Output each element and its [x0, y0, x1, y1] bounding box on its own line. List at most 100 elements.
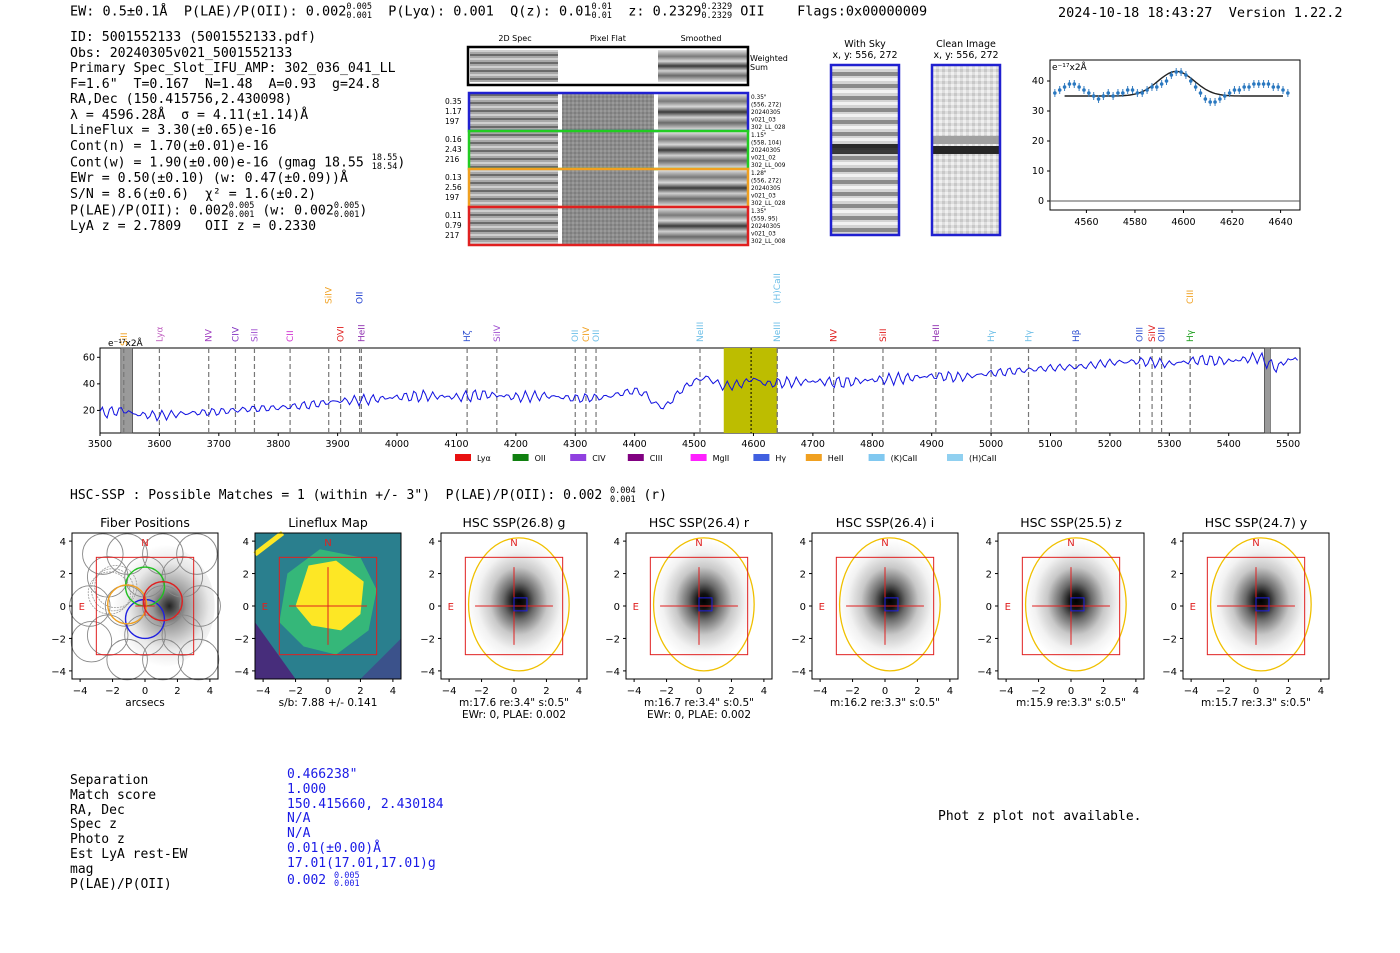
zoom-point	[1247, 85, 1251, 89]
cutout-note: 302_LL_009	[751, 163, 786, 169]
cutout-note: 20240305	[751, 148, 781, 154]
zoom-ytick-label: 0	[1038, 196, 1044, 207]
spectrum-line-label: CIII	[1186, 290, 1196, 304]
north-label: N	[324, 538, 331, 549]
header-timestamp: 2024-10-18 18:43:27 Version 1.22.2	[1058, 5, 1343, 21]
weighted-label: Weighted	[750, 54, 788, 63]
info-lyaz: LyA z = 2.7809 OII z = 0.2330	[70, 219, 317, 234]
cutout-note: 1.35"	[751, 209, 767, 215]
aperture-ellipse	[1024, 537, 1127, 672]
zoom-axes	[1049, 59, 1301, 211]
spectrum-xtick-label: 5400	[1217, 439, 1241, 450]
spectrum-line-label: Hζ	[463, 330, 473, 342]
legend-label: OII	[535, 454, 546, 463]
legend-label: Hγ	[775, 454, 786, 463]
hsc-xtick-label: 0	[511, 686, 517, 697]
cutout-note: 1.15"	[751, 133, 767, 139]
weighted-smooth-cutout	[658, 50, 748, 82]
header-summary: EW: 0.5±0.1Å P(LAE)/P(OII): 0.0020.005 0.…	[70, 2, 928, 21]
zoom-point	[1271, 85, 1276, 89]
hsc-xtick-label: −4	[999, 686, 1014, 697]
zoom-point	[1082, 88, 1086, 92]
match-marker	[1070, 597, 1085, 612]
match-label: Est LyA rest-EW	[70, 846, 188, 862]
zoom-point	[1174, 70, 1179, 74]
zoom-point	[1062, 85, 1067, 89]
hsc-xtick-label: 2	[1100, 686, 1106, 697]
zoom-fit-curve	[1064, 70, 1283, 97]
zoom-ytick-label: 40	[1032, 76, 1044, 87]
hsc-panel-caption: arcsecs	[125, 697, 164, 709]
hsc-panel-title: HSC SSP(24.7) y	[1205, 515, 1308, 530]
cutout-note: 302_LL_008	[751, 239, 786, 245]
search-box	[464, 556, 564, 656]
spectrum-xtick-label: 3500	[88, 439, 112, 450]
hsc-xtick-label: 2	[728, 686, 734, 697]
detection-info: ID: 5001552133 (5001552133.pdf) Obs: 2024…	[70, 30, 405, 235]
zoom-point	[1227, 91, 1232, 95]
match-marker	[884, 597, 899, 612]
spectrum-line-label: OII	[571, 330, 581, 342]
line-id: OII	[740, 3, 765, 20]
fiber-circle	[142, 533, 184, 575]
hsc-ytick-label: 0	[986, 602, 992, 613]
hsc-ytick-label: 2	[60, 570, 66, 581]
hsc-ytick-label: −4	[605, 667, 620, 678]
hsc-xtick-label: 4	[576, 686, 582, 697]
galaxy-image	[1023, 539, 1128, 663]
spectrum-line-label: OVI	[337, 326, 347, 342]
zoom-point	[1179, 70, 1183, 74]
hsc-xtick-label: 0	[142, 686, 148, 697]
spectrum-line-label: HeII	[932, 324, 942, 342]
spectrum-line-label: OII	[592, 330, 602, 342]
match-label: mag	[70, 861, 94, 877]
zoom-point	[1101, 94, 1106, 98]
match-label: Spec z	[70, 817, 117, 833]
spectrum-line-label: NV	[830, 328, 840, 342]
zoom-point	[1130, 88, 1135, 92]
legend-label: Lyα	[477, 454, 491, 463]
hsc-ytick-label: −2	[791, 634, 806, 645]
aperture-ellipse	[838, 537, 941, 672]
zoom-xtick-label: 4580	[1123, 217, 1147, 228]
east-label: E	[1190, 602, 1196, 613]
match-marker	[698, 597, 713, 612]
search-box	[1021, 556, 1121, 656]
galaxy-image	[1208, 539, 1313, 663]
spectrum-ylabel: e⁻¹⁷x2Å	[108, 337, 144, 349]
cutout-note: (556, 272)	[751, 103, 781, 109]
fiber-circle	[142, 638, 184, 681]
hsc-ytick-label: 4	[800, 537, 806, 548]
col-flat-label: Pixel Flat	[590, 34, 626, 43]
zoom-point	[1266, 82, 1271, 86]
legend-swatch	[570, 454, 587, 461]
hsc-ytick-label: −4	[791, 667, 806, 678]
hsc-ytick-label: 4	[429, 537, 435, 548]
north-label: N	[881, 538, 888, 549]
zoom-point	[1286, 91, 1290, 95]
spectrum-xtick-label: 3800	[266, 439, 290, 450]
with-sky-xy: x, y: 556, 272	[832, 50, 897, 61]
match-values: 0.466238" 1.000 150.415660, 2.430184 N/A N/A…	[287, 767, 444, 889]
spectrum-line-label: OII	[356, 292, 366, 304]
fiber-circle	[106, 638, 148, 681]
cutout-stat: 217	[445, 231, 460, 240]
spectrum-xtick-label: 4200	[504, 439, 528, 450]
spectrum-line-label: OIII	[1136, 327, 1146, 342]
cutout-flat	[562, 170, 654, 206]
hsc-xtick-label: −2	[288, 686, 303, 697]
galaxy-image	[101, 544, 215, 668]
hsc-xtick-label: −4	[73, 686, 88, 697]
hsc-xtick-label: 2	[914, 686, 920, 697]
zoom-point	[1188, 79, 1193, 83]
zoom-point	[1057, 88, 1062, 92]
hsc-panel-title: HSC SSP(26.4) i	[836, 515, 934, 530]
zoom-point	[1281, 88, 1285, 92]
match-value: N/A	[287, 826, 311, 842]
hsc-imaging-panels: Fiber Positions N E −4 −4 −2 −2 0 0 2 2 4 4 arcsecs Li…	[51, 515, 1330, 721]
legend-swatch	[512, 454, 529, 461]
hsc-panel-title: Fiber Positions	[100, 515, 190, 530]
fiber-circle	[177, 638, 220, 681]
col-2d-label: 2D Spec	[498, 34, 531, 43]
